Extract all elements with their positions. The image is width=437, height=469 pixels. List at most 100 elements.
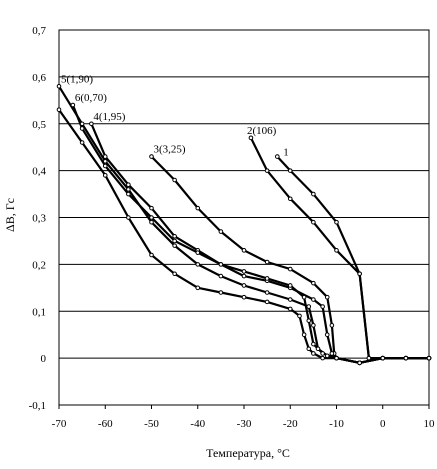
y-tick-label: 0,1	[32, 306, 46, 318]
y-axis-title: ΔB, Гс	[3, 198, 17, 232]
data-point	[79, 140, 85, 145]
series-line-5	[58, 85, 429, 364]
data-point	[241, 283, 247, 288]
data-point	[126, 215, 131, 220]
data-point	[311, 323, 316, 328]
data-point	[102, 154, 108, 159]
x-tick-label: -40	[190, 418, 205, 430]
data-point	[275, 154, 280, 159]
data-point	[264, 259, 270, 265]
series-label: 1	[283, 147, 289, 159]
series-line-4	[90, 123, 429, 364]
data-point	[380, 355, 386, 361]
data-point	[311, 219, 316, 225]
data-point	[329, 351, 335, 356]
x-axis-title: Температура, °C	[206, 446, 290, 460]
series-line-7	[58, 109, 429, 364]
data-point	[56, 107, 62, 112]
data-point	[195, 285, 201, 291]
data-point	[149, 154, 154, 159]
data-point	[264, 299, 270, 305]
data-point	[149, 219, 154, 225]
x-tick-label: -60	[98, 418, 113, 430]
data-point	[79, 126, 85, 131]
data-point	[311, 280, 316, 286]
data-point	[287, 266, 293, 272]
data-point	[89, 121, 94, 127]
data-point	[195, 250, 201, 255]
data-point	[241, 248, 247, 253]
data-point	[195, 262, 201, 267]
data-point	[264, 276, 270, 281]
y-tick-label: 0,7	[32, 25, 46, 37]
data-point	[102, 163, 108, 169]
data-point	[149, 215, 154, 220]
x-tick-label: 0	[380, 418, 386, 430]
x-tick-label: -70	[52, 418, 67, 430]
data-point	[195, 205, 201, 211]
y-tick-label: 0,3	[32, 213, 46, 225]
data-point	[311, 351, 316, 356]
data-point	[218, 290, 224, 295]
marker-layer	[56, 83, 432, 366]
data-point	[357, 360, 362, 366]
data-point	[102, 173, 108, 178]
data-point	[426, 355, 432, 361]
data-point	[334, 355, 339, 361]
data-point	[320, 304, 325, 309]
data-point	[324, 294, 330, 300]
data-point	[311, 341, 316, 347]
data-point	[172, 271, 177, 277]
data-point	[357, 271, 362, 277]
data-point	[311, 191, 316, 197]
data-point	[403, 355, 409, 361]
data-point	[334, 248, 339, 253]
data-point	[126, 187, 131, 192]
data-point	[241, 273, 247, 279]
data-point	[306, 318, 312, 323]
data-point	[218, 262, 224, 267]
data-point	[324, 353, 330, 359]
data-point	[264, 168, 270, 173]
data-point	[334, 219, 339, 225]
data-point	[218, 229, 224, 234]
series-label: 5(1,90)	[61, 73, 93, 85]
x-tick-label: 10	[424, 418, 436, 430]
y-tick-label: 0,5	[32, 119, 46, 131]
data-point	[264, 290, 270, 295]
y-tick-label: -0,1	[29, 400, 46, 412]
x-tick-label: -20	[283, 418, 298, 430]
data-point	[241, 269, 247, 274]
data-point	[287, 283, 293, 288]
y-tick-label: 0,4	[32, 166, 46, 178]
x-tick-label: -50	[144, 418, 159, 430]
x-tick-label: -10	[329, 418, 344, 430]
data-point	[315, 346, 321, 352]
data-point	[324, 332, 330, 337]
series-line-1	[276, 155, 429, 360]
data-point	[172, 177, 177, 183]
series-label: 3(3,25)	[154, 144, 186, 156]
data-point	[287, 168, 293, 173]
tick-layer: -0,1 0 0,1 0,2 0,3 0,4 0,5 0,6 0,7 -70 -60 -50 -40 -3…	[29, 25, 435, 430]
data-point	[301, 294, 307, 300]
series-layer	[58, 85, 429, 364]
series-label: 4(1,95)	[93, 111, 125, 123]
label-layer: 1 2(106) 3(3,25) 4(1,95) 5(1,90) 6(0,70)	[61, 73, 289, 158]
data-point	[172, 238, 177, 244]
data-point	[149, 252, 154, 258]
data-point	[320, 351, 325, 356]
y-tick-label: 0,6	[32, 72, 46, 84]
x-tick-label: -30	[237, 418, 252, 430]
data-point	[287, 306, 293, 312]
data-point	[56, 83, 62, 89]
data-point	[70, 102, 76, 108]
y-tick-label: 0,2	[32, 259, 46, 271]
series-line-6	[71, 104, 429, 364]
data-point	[366, 355, 372, 361]
data-point	[126, 182, 131, 187]
data-point	[329, 323, 335, 328]
plot-frame	[58, 29, 430, 406]
data-point	[102, 158, 108, 164]
